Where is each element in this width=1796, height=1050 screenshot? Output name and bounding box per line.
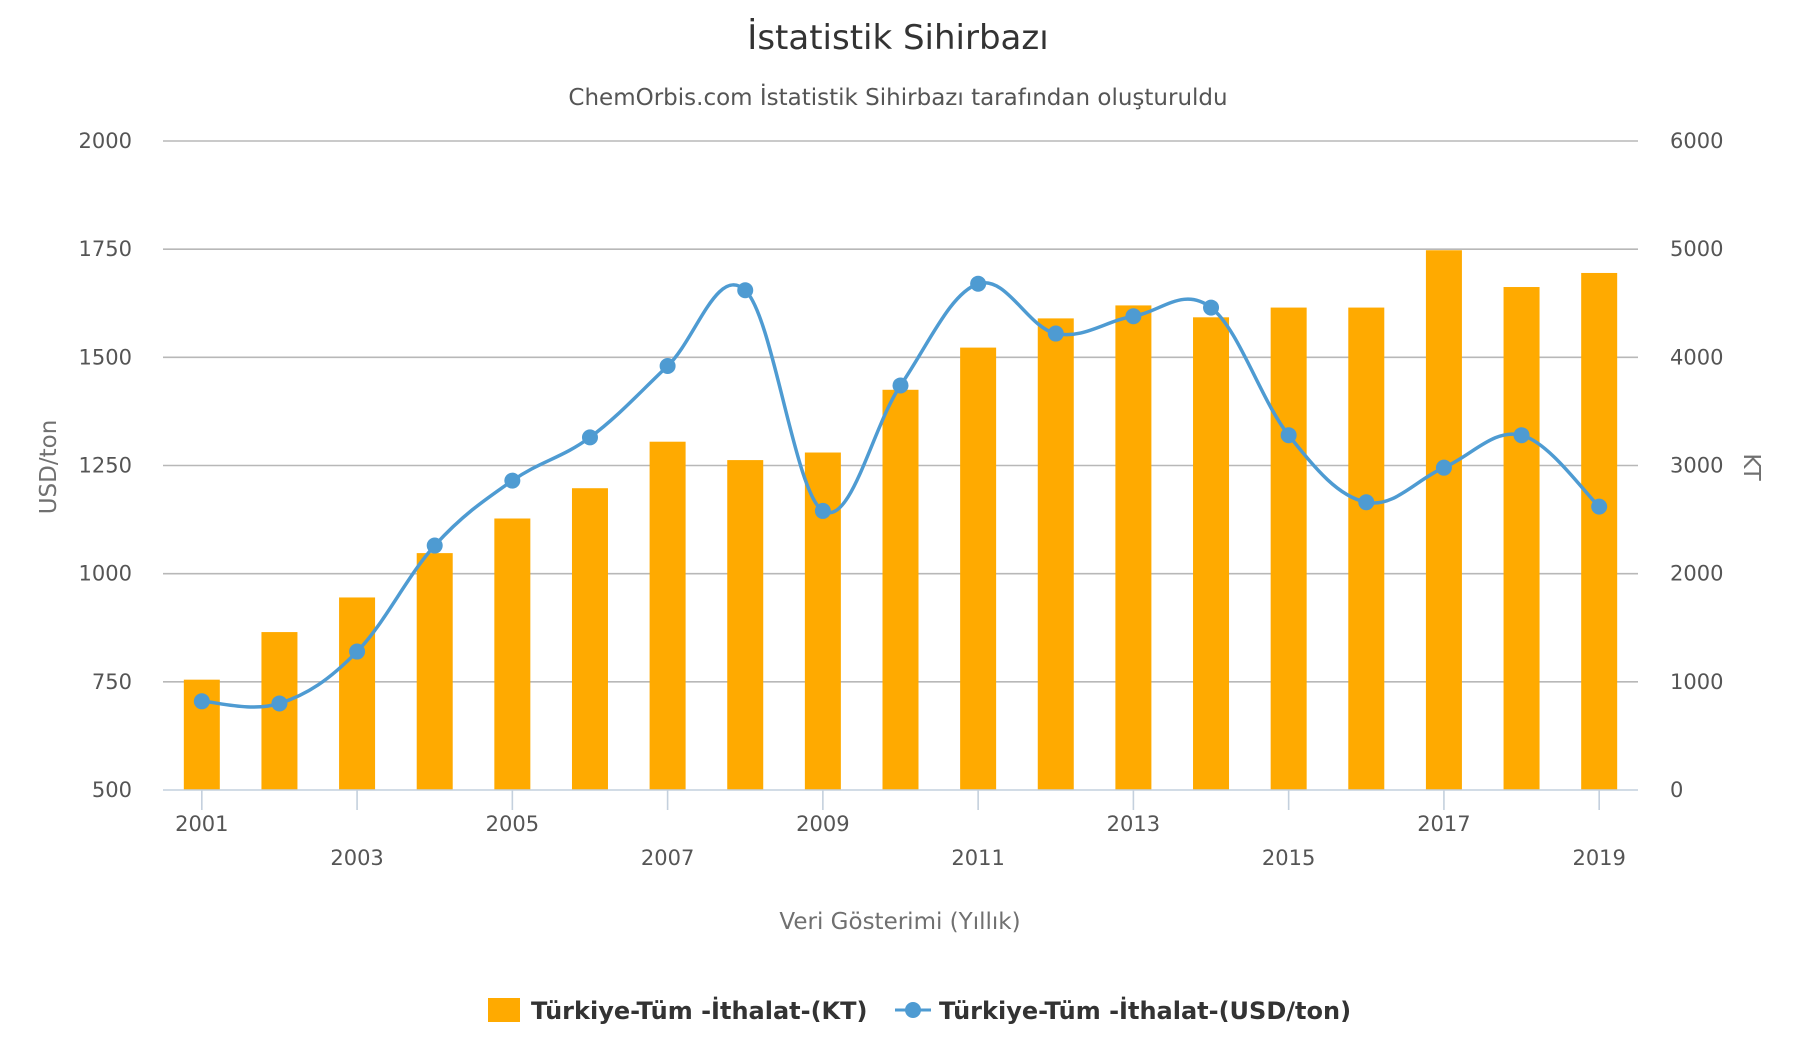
legend-label-imports-kt: Türkiye-Tüm -İthalat-(KT) — [531, 996, 868, 1025]
price-point-2016[interactable] — [1358, 494, 1375, 511]
bar-2008[interactable] — [727, 460, 764, 790]
bar-2018[interactable] — [1503, 287, 1540, 790]
bar-2004[interactable] — [416, 553, 453, 790]
bar-2014[interactable] — [1193, 317, 1230, 790]
bar-2006[interactable] — [571, 488, 608, 790]
y-right-tick-label: 3000 — [1670, 454, 1723, 478]
price-point-2017[interactable] — [1435, 459, 1452, 476]
legend-swatch-marker — [905, 1002, 921, 1018]
x-tick-label: 2009 — [796, 812, 849, 836]
x-tick-label: 2013 — [1107, 812, 1160, 836]
x-tick-label: 2005 — [486, 812, 539, 836]
price-point-2003[interactable] — [349, 643, 366, 660]
y-left-tick-label: 1500 — [79, 345, 132, 369]
price-point-2010[interactable] — [892, 377, 909, 394]
price-point-2004[interactable] — [426, 537, 443, 554]
bars[interactable] — [183, 250, 1618, 790]
legend-label-price-usd: Türkiye-Tüm -İthalat-(USD/ton) — [939, 996, 1351, 1025]
x-tick-label: 2003 — [330, 846, 383, 870]
x-tick-label: 2019 — [1572, 846, 1625, 870]
price-point-2018[interactable] — [1513, 427, 1530, 444]
y-right-tick-label: 0 — [1670, 778, 1683, 802]
x-tick-label: 2001 — [175, 812, 228, 836]
x-tick-label: 2015 — [1262, 846, 1315, 870]
y-left-tick-label: 1250 — [79, 454, 132, 478]
price-point-2005[interactable] — [504, 472, 521, 489]
price-point-2009[interactable] — [814, 502, 831, 519]
y-left-tick-label: 1750 — [79, 237, 132, 261]
price-point-2007[interactable] — [659, 357, 676, 374]
price-point-2011[interactable] — [970, 275, 987, 292]
x-tick-label: 2007 — [641, 846, 694, 870]
chart-title: İstatistik Sihirbazı — [747, 18, 1048, 58]
bar-2016[interactable] — [1348, 307, 1385, 790]
legend-swatch-bar — [488, 998, 520, 1022]
bar-2010[interactable] — [882, 389, 919, 790]
price-line-path — [201, 280, 1601, 709]
price-point-2006[interactable] — [581, 429, 598, 446]
legend-item-imports-kt[interactable]: Türkiye-Tüm -İthalat-(KT) — [488, 996, 868, 1025]
x-tick-label: 2011 — [951, 846, 1004, 870]
price-point-2012[interactable] — [1047, 325, 1064, 342]
bar-2003[interactable] — [339, 597, 376, 790]
bar-2005[interactable] — [494, 518, 531, 790]
price-point-2015[interactable] — [1280, 427, 1297, 444]
price-point-2008[interactable] — [737, 282, 754, 299]
y-left-tick-label: 2000 — [79, 129, 132, 153]
y-left-tick-label: 500 — [92, 778, 132, 802]
bar-2019[interactable] — [1581, 272, 1618, 790]
y-right-tick-label: 6000 — [1670, 129, 1723, 153]
left-axis-ticks: 500 750 1000 1250 1500 1750 2000 — [79, 129, 132, 802]
price-line[interactable] — [193, 275, 1608, 712]
right-axis-ticks: 0 1000 2000 3000 4000 5000 6000 — [1670, 129, 1723, 802]
bar-2013[interactable] — [1115, 305, 1152, 790]
bar-2012[interactable] — [1037, 318, 1074, 790]
y-right-tick-label: 5000 — [1670, 237, 1723, 261]
y-left-tick-label: 1000 — [79, 562, 132, 586]
chart-subtitle: ChemOrbis.com İstatistik Sihirbazı taraf… — [568, 83, 1227, 111]
price-point-2001[interactable] — [193, 693, 210, 710]
bar-2007[interactable] — [649, 441, 686, 790]
y-right-tick-label: 2000 — [1670, 562, 1723, 586]
bar-2015[interactable] — [1270, 307, 1307, 790]
legend: Türkiye-Tüm -İthalat-(KT) Türkiye-Tüm -İ… — [488, 996, 1351, 1025]
price-point-2014[interactable] — [1203, 299, 1220, 316]
y-right-tick-label: 1000 — [1670, 670, 1723, 694]
price-point-2002[interactable] — [271, 695, 288, 712]
bar-2017[interactable] — [1425, 250, 1462, 790]
y-right-tick-label: 4000 — [1670, 345, 1723, 369]
x-axis-ticks: 2001 2003 2005 2007 2009 2011 2013 2015 2017 2019 — [175, 790, 1626, 870]
price-point-2013[interactable] — [1125, 308, 1142, 325]
y-axis-right-title: KT — [1738, 453, 1764, 481]
price-point-2019[interactable] — [1591, 498, 1608, 515]
x-axis-title: Veri Gösterimi (Yıllık) — [779, 909, 1020, 935]
y-left-tick-label: 750 — [92, 670, 132, 694]
bar-2011[interactable] — [960, 347, 997, 790]
x-tick-label: 2017 — [1417, 812, 1470, 836]
y-axis-left-title: USD/ton — [36, 420, 62, 515]
legend-item-price-usd[interactable]: Türkiye-Tüm -İthalat-(USD/ton) — [895, 996, 1351, 1025]
